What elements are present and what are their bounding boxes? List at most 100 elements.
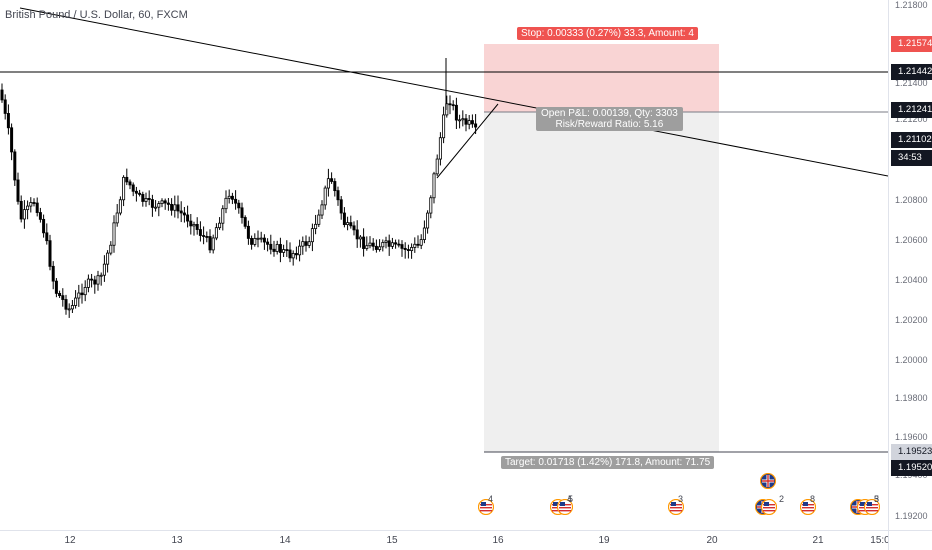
candle-body [160,200,164,204]
candle-body [144,198,148,202]
price-tick: 1.20200 [895,315,928,325]
candle-body [291,253,295,259]
axis-corner [888,530,932,550]
candle-body [336,190,340,201]
time-tick: 12 [64,535,76,546]
candle-body [346,222,350,226]
candle-body [26,205,30,211]
candle-body [224,197,228,210]
candle-body [154,206,158,209]
price-axis[interactable]: 1.21800 1.21400 1.21200 1.20800 1.20600 1.204… [888,0,932,530]
candle-body [29,202,33,207]
us-flag-icon[interactable] [668,499,684,515]
us-flag-icon[interactable] [800,499,816,515]
candle-body [320,204,324,216]
candle-body [406,249,410,251]
candle-body [45,232,49,242]
time-tick: 13 [171,535,183,546]
candle-body [125,176,129,183]
price-tag[interactable]: 1.21442 [891,64,932,80]
trend-line [19,7,888,177]
candle-body [64,299,68,310]
candle-body [102,263,106,276]
candle-body [474,123,478,128]
candle-body [198,229,202,236]
price-tag[interactable]: 1.21574 [891,36,932,52]
us-flag-icon[interactable] [761,499,777,515]
price-tag[interactable]: 1.21241 [891,102,932,118]
candle-body [173,204,177,211]
us-flag-icon[interactable] [478,499,494,515]
candlestick-chart[interactable] [0,0,888,530]
us-flag-icon[interactable] [557,499,573,515]
candle-body [179,210,183,214]
candle-body [112,222,116,246]
chart-pane[interactable]: British Pound / U.S. Dollar, 60, FXCM St… [0,0,888,530]
candle-body [19,200,23,220]
candle-body [339,199,343,214]
price-tag[interactable]: 1.21102 [891,132,932,148]
candle-body [275,244,279,252]
candle-body [230,195,234,200]
candle-body [342,212,346,226]
candle-body [214,227,218,239]
candle-body [22,209,26,220]
target-zone [484,112,719,452]
candle-body [195,224,199,230]
event-count: 4 [567,494,573,504]
candle-body [288,249,292,259]
price-tag[interactable]: 1.19520 [891,460,932,476]
candle-body [227,195,231,199]
candle-body [470,120,474,125]
candle-body [448,103,452,106]
candle-body [83,287,87,296]
candle-body [403,247,407,250]
candle-body [128,181,132,186]
candle-body [467,120,471,125]
uk-flag-icon[interactable] [760,473,776,489]
candle-body [451,104,455,107]
price-tick: 1.20600 [895,235,928,245]
us-flag-icon[interactable] [864,499,880,515]
candle-body [282,249,286,253]
candle-body [243,217,247,227]
candle-body [237,202,241,209]
event-count: 3 [678,494,684,504]
candle-body [61,295,65,300]
price-tick: 1.20000 [895,355,928,365]
candle-body [374,245,378,250]
candle-body [323,187,327,206]
candle-body [317,214,321,225]
candle-body [438,137,442,160]
candle-body [192,224,196,227]
price-tag[interactable]: 34:53 [891,150,932,166]
candle-body [307,241,311,246]
candle-body [384,240,388,243]
candle-body [272,248,276,252]
candle-body [150,199,154,208]
candle-body [205,236,209,238]
candle-body [285,249,289,251]
stop-label[interactable]: Stop: 0.00333 (0.27%) 33.3, Amount: 4 [517,27,698,40]
target-label[interactable]: Target: 0.01718 (1.42%) 171.8, Amount: 7… [501,456,715,469]
candle-body [134,190,138,194]
price-tick: 1.20800 [895,195,928,205]
candle-body [349,222,353,227]
candle-body [387,240,391,247]
candle-body [147,198,151,200]
candle-body [326,178,330,189]
candle-body [365,245,369,249]
pnl-label[interactable]: Open P&L: 0.00139, Qty: 3303 Risk/Reward… [536,107,683,131]
candle-body [422,227,426,240]
candle-body [186,214,190,222]
price-tag[interactable]: 1.19523 [891,444,932,460]
symbol-title: British Pound / U.S. Dollar, 60, FXCM [5,9,188,21]
candle-body [182,212,186,216]
candle-body [413,243,417,248]
time-tick: 14 [279,535,291,546]
candle-body [3,99,7,114]
candle-body [67,308,71,311]
candle-body [259,237,263,240]
time-axis[interactable]: 12 13 14 15 16 19 20 21 15:0 [0,530,890,550]
candle-body [461,118,465,121]
